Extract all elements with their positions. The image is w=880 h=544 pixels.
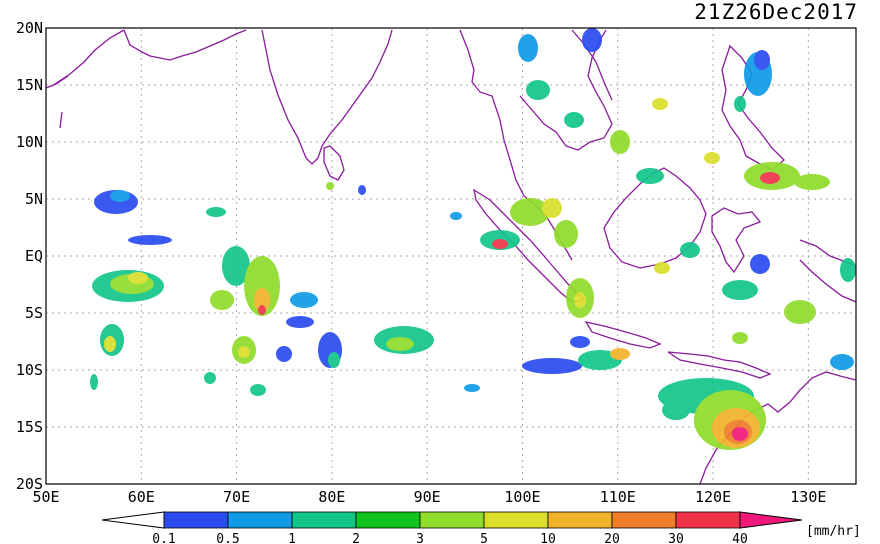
lat-tick-label: 15S: [16, 418, 43, 436]
longitude-labels: 50E 60E 70E 80E 90E 100E 110E 120E 130E: [32, 488, 826, 506]
coastline-borneo: [603, 167, 707, 269]
colorbar-segment: [419, 511, 485, 529]
colorbar-unit-label: [mm/hr]: [806, 524, 861, 539]
coastline-indochina: [459, 29, 613, 261]
coastline-arabia: [46, 75, 69, 89]
coastline-sri-lanka: [323, 145, 345, 181]
colorbar-segment: [611, 511, 677, 529]
colorbar-tick-label: 0.5: [216, 532, 239, 544]
lat-tick-label: EQ: [25, 247, 43, 265]
lat-tick-label: 20S: [16, 475, 43, 493]
colorbar-tick-labels: 0.1 0.5 1 2 3 5 10 20 30 40: [152, 532, 748, 544]
map-border: [45, 27, 857, 485]
colorbar-tick-label: 30: [668, 532, 684, 544]
lat-tick-label: 20N: [16, 19, 43, 37]
colorbar-tick-label: 20: [604, 532, 620, 544]
colorbar-segment: [227, 511, 293, 529]
timestamp-title: 21Z26Dec2017: [694, 0, 858, 24]
lat-tick-label: 10N: [16, 133, 43, 151]
lat-tick-label: 5S: [25, 304, 43, 322]
colorbar-segment: [291, 511, 357, 529]
colorbar-segment: [163, 511, 229, 529]
colorbar-segment: [355, 511, 421, 529]
lon-tick-label: 110E: [600, 488, 636, 506]
lon-tick-label: 90E: [414, 488, 441, 506]
colorbar-high-triangle: [739, 511, 803, 529]
colorbar-tick-label: 5: [480, 532, 488, 544]
coastline-lesser-sunda: [667, 351, 772, 379]
colorbar-tick-label: 10: [540, 532, 556, 544]
colorbar-tick-label: 40: [732, 532, 748, 544]
colorbar: [101, 511, 803, 529]
colorbar-segment: [675, 511, 741, 529]
lon-tick-label: 60E: [128, 488, 155, 506]
lon-tick-label: 50E: [32, 488, 59, 506]
colorbar-segment: [547, 511, 613, 529]
lon-tick-label: 80E: [318, 488, 345, 506]
colorbar-low-triangle: [101, 511, 165, 529]
latitude-labels: 20N 15N 10N 5N EQ 5S 10S 15S 20S: [16, 19, 43, 493]
coastline-java: [584, 321, 662, 349]
colorbar-segment: [483, 511, 549, 529]
lon-tick-label: 70E: [223, 488, 250, 506]
precipitation-field: [90, 28, 856, 450]
colorbar-tick-label: 2: [352, 532, 360, 544]
colorbar-tick-label: 0.1: [152, 532, 175, 544]
lon-tick-label: 130E: [790, 488, 826, 506]
coastline-india: [51, 29, 393, 165]
coastline-vietnam: [571, 29, 613, 101]
lat-tick-label: 10S: [16, 361, 43, 379]
lon-tick-label: 100E: [504, 488, 540, 506]
lat-tick-label: 15N: [16, 76, 43, 94]
colorbar-tick-label: 3: [416, 532, 424, 544]
coastline-sulawesi: [711, 207, 762, 274]
colorbar-tick-label: 1: [288, 532, 296, 544]
lat-tick-label: 5N: [25, 190, 43, 208]
lon-tick-label: 120E: [695, 488, 731, 506]
graticule: [46, 28, 856, 484]
